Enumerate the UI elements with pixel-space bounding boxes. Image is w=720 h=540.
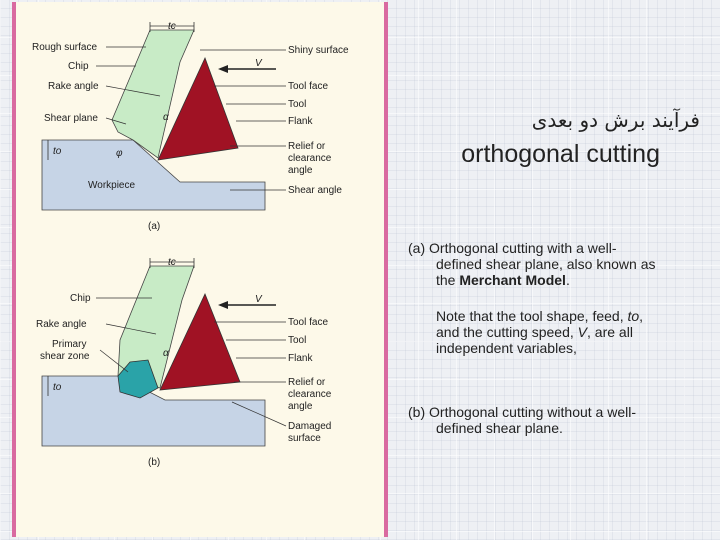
shear-zone-label-b: shear zone [40, 351, 90, 362]
primary-label-b: Primary [52, 339, 86, 350]
tool-label-a: Tool [288, 99, 306, 110]
tc-label-a: tc [168, 21, 176, 32]
caption-b: (b) [148, 457, 160, 468]
merchant-model-text: Merchant Model [459, 272, 566, 288]
note-line1-post: , [639, 308, 644, 324]
tool-label-b: Tool [288, 335, 306, 346]
rake-angle-label-b: Rake angle [36, 319, 87, 330]
shear-zone-b [117, 359, 159, 399]
phi-label-a: φ [116, 148, 123, 159]
shear-plane-label-a: Shear plane [44, 113, 98, 124]
diagram-b: tc Chip Rake angle Primary shear zone to… [36, 257, 332, 468]
desc-a-prefix: (a) [408, 240, 426, 256]
alpha-label-b: α [163, 348, 169, 359]
relief-label-a-1: Relief or [288, 141, 326, 152]
desc-a-line3-post: . [565, 272, 570, 288]
chip-label-b: Chip [70, 293, 91, 304]
note-line1-pre: Note that the tool shape, feed, [436, 308, 628, 324]
shiny-surface-label-a: Shiny surface [288, 45, 349, 56]
desc-a-line3-pre: the [436, 272, 460, 288]
shear-angle-label-a: Shear angle [288, 185, 342, 196]
workpiece-label-a: Workpiece [88, 180, 135, 191]
title-persian: فرآیند برش دو بعدی [531, 108, 700, 132]
rough-surface-label-a: Rough surface [32, 42, 97, 53]
caption-a: (a) [148, 221, 160, 232]
title-english: orthogonal cutting [461, 140, 660, 168]
rake-angle-label-a: Rake angle [48, 81, 99, 92]
tool-face-label-a: Tool face [288, 81, 328, 92]
desc-b-line2: defined shear plane. [436, 420, 563, 436]
v-label-b: V [255, 294, 263, 305]
relief-label-b-2: clearance [288, 389, 332, 400]
note-line3: independent variables, [436, 340, 577, 356]
description-a: (a) Orthogonal cutting with a well- defi… [408, 240, 708, 288]
v-label-a: V [255, 58, 263, 69]
tool-b [159, 292, 241, 391]
flank-label-b: Flank [288, 353, 313, 364]
note-line2-var: V [577, 324, 588, 340]
note-text: Note that the tool shape, feed, to, and … [436, 308, 706, 356]
tool-face-label-b: Tool face [288, 317, 328, 328]
flank-label-a: Flank [288, 116, 313, 127]
chip-a [111, 29, 195, 159]
desc-b-line1: Orthogonal cutting without a well- [429, 404, 637, 420]
note-line2-pre: and the cutting speed, [436, 324, 578, 340]
tool-a [157, 56, 239, 161]
relief-label-a-2: clearance [288, 153, 332, 164]
description-b: (b) Orthogonal cutting without a well- d… [408, 404, 708, 436]
note-line1-var: to [627, 308, 640, 324]
desc-b-prefix: (b) [408, 404, 426, 420]
desc-a-line1: Orthogonal cutting with a well- [429, 240, 617, 256]
desc-a-line2: defined shear plane, also known as [436, 256, 656, 272]
relief-label-a-3: angle [288, 165, 313, 176]
relief-label-b-1: Relief or [288, 377, 326, 388]
chip-label-a: Chip [68, 61, 89, 72]
damaged-label-b-1: Damaged [288, 421, 331, 432]
alpha-label-a: α [163, 112, 169, 123]
to-label-b: to [53, 382, 62, 393]
damaged-label-b-2: surface [288, 433, 321, 444]
relief-label-b-3: angle [288, 401, 313, 412]
note-line2-post: , are all [587, 324, 633, 340]
diagram-a: tc Rough surface Chip Rake angle Shear p… [32, 21, 349, 232]
to-label-a: to [53, 146, 62, 157]
tc-label-b: tc [168, 257, 176, 268]
